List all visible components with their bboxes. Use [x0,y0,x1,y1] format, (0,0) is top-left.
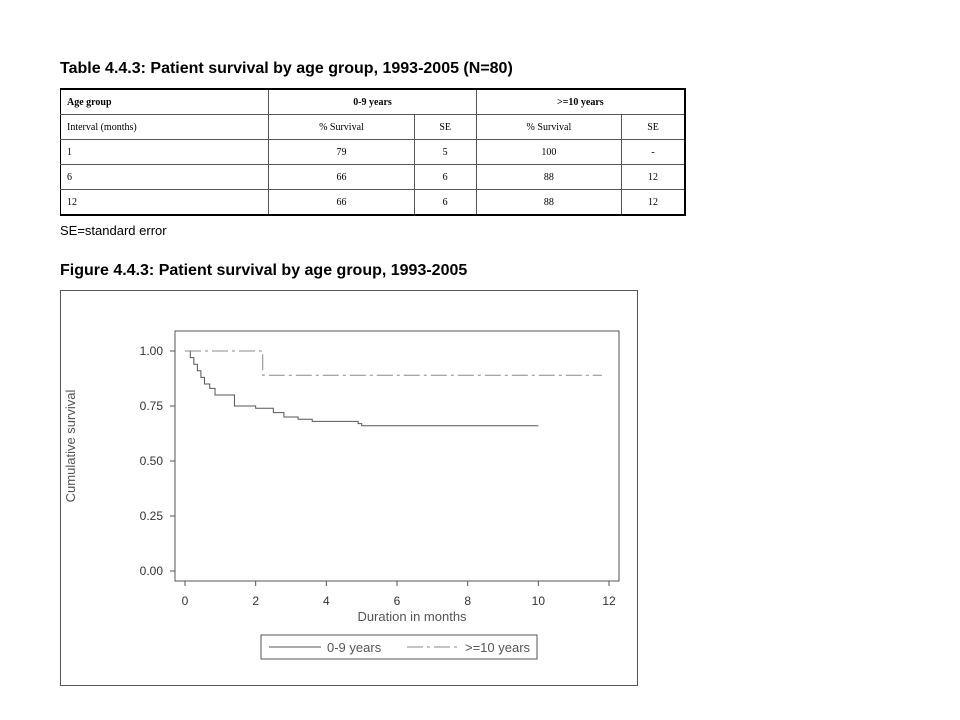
table-cell: - [621,139,687,165]
table-cell: 6 [413,164,477,190]
survival-table: Age group 0-9 years >=10 years Interval … [59,88,687,216]
y-axis-label: Cumulative survival [63,390,78,503]
legend-label: 0-9 years [327,640,382,655]
table-cell: 6 [413,189,477,216]
series-line-0 [185,350,539,427]
series-line-1 [185,350,602,376]
table-row: 1 79 5 100 - [59,139,687,165]
plot-frame [174,330,620,582]
legend-box [260,634,538,660]
table-cell: 66 [268,164,415,190]
table-title: Table 4.4.3: Patient survival by age gro… [60,60,513,77]
x-tick-label: 8 [464,594,471,608]
header-cell: >=10 years [475,88,686,115]
x-tick-label: 4 [323,594,330,608]
table-cell: 12 [621,164,687,190]
table-footnote: SE=standard error [60,223,167,238]
table-cell: 1 [59,139,270,165]
figure-frame: 0.00 0.25 0.50 0.75 1.00 0 2 4 6 8 10 12 Duration in… [60,290,638,686]
x-tick-label: 0 [182,594,189,608]
y-tick-label: 0.00 [140,564,164,578]
survival-chart: 0.00 0.25 0.50 0.75 1.00 0 2 4 6 8 10 12 Duration in… [63,330,620,660]
table-subheader-row: Interval (months) % Survival SE % Surviv… [59,114,687,140]
y-tick-label: 0.25 [140,509,164,523]
header-cell: Age group [59,88,270,115]
subheader-cell: % Survival [475,114,623,140]
table-cell: 12 [621,189,687,216]
table-cell: 100 [475,139,623,165]
subheader-cell: SE [413,114,477,140]
subheader-cell: SE [621,114,687,140]
x-tick-label: 10 [532,594,546,608]
table-header-row: Age group 0-9 years >=10 years [59,88,686,115]
y-tick-label: 0.50 [140,454,164,468]
header-cell: 0-9 years [268,88,477,115]
table-row: 6 66 6 88 12 [59,164,687,190]
table-row: 12 66 6 88 12 [59,189,687,216]
y-tick-label: 1.00 [140,344,164,358]
x-tick-label: 6 [394,594,401,608]
x-axis-label: Duration in months [357,609,467,624]
y-tick-label: 0.75 [140,399,164,413]
table-cell: 6 [59,164,270,190]
subheader-cell: % Survival [268,114,415,140]
figure-title: Figure 4.4.3: Patient survival by age gr… [60,262,468,279]
x-tick-label: 12 [602,594,616,608]
legend-label: >=10 years [465,640,531,655]
x-tick-label: 2 [252,594,259,608]
subheader-cell: Interval (months) [59,114,270,140]
table-cell: 88 [475,189,623,216]
table-cell: 66 [268,189,415,216]
table-cell: 88 [475,164,623,190]
table-cell: 5 [413,139,477,165]
table-cell: 12 [59,189,270,216]
table-cell: 79 [268,139,415,165]
